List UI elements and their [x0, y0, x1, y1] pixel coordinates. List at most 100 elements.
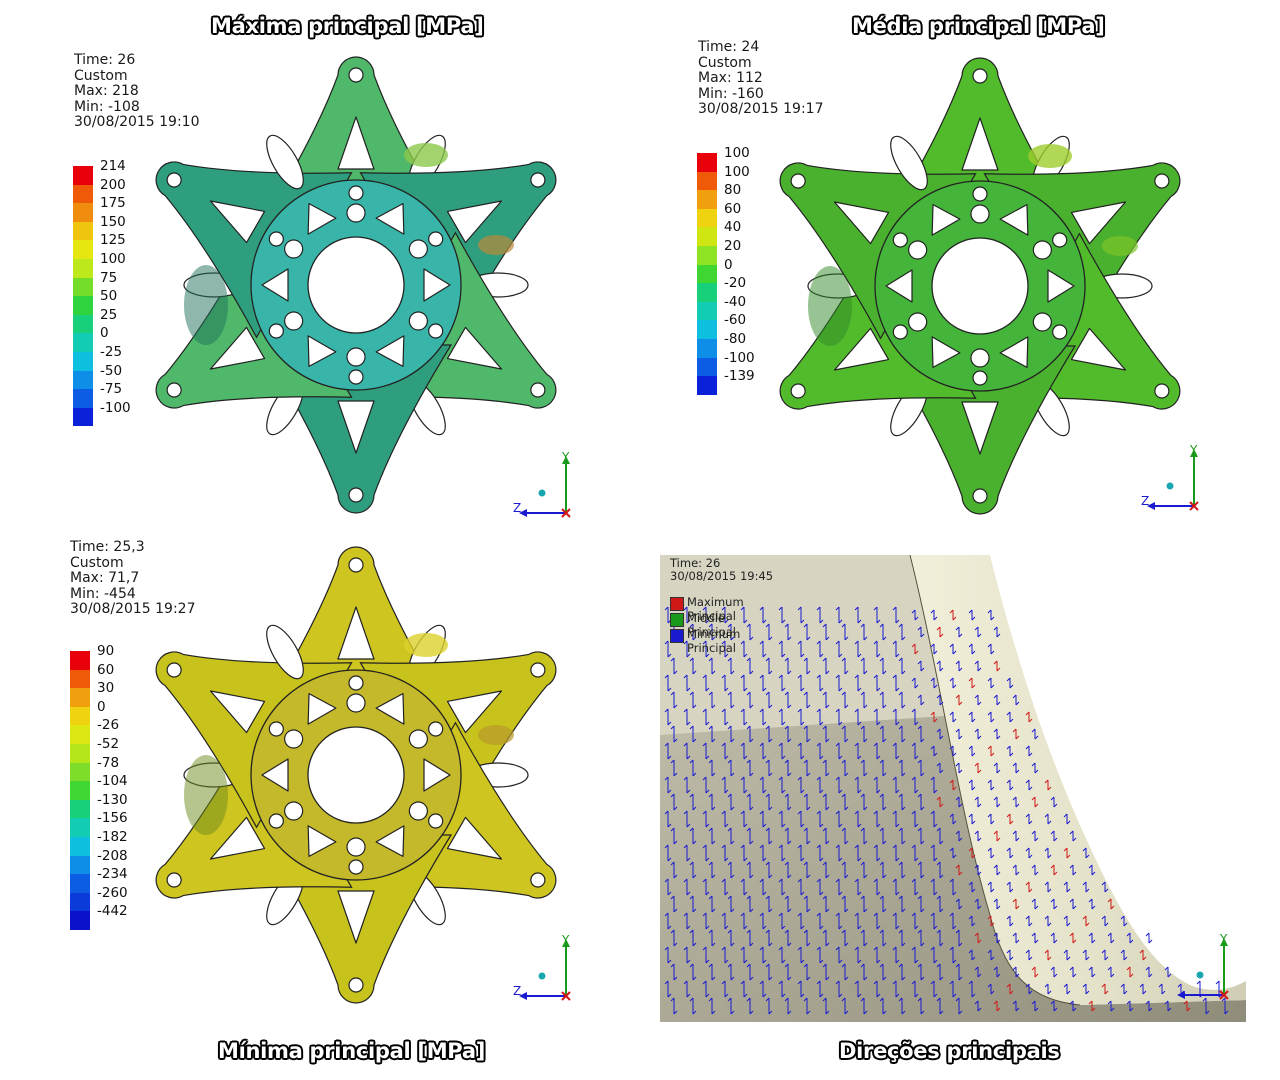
legend-label: -156	[97, 810, 128, 827]
legend-label: -104	[97, 773, 128, 790]
legend-swatch	[70, 781, 90, 800]
axis-y-label: Y	[1190, 443, 1198, 457]
legend-swatch	[697, 245, 717, 265]
info-date: 30/08/2015 19:45	[670, 569, 774, 583]
legend-label: Minimum Principal	[687, 627, 741, 655]
legend-swatch	[73, 166, 93, 185]
legend-swatch	[70, 725, 90, 744]
legend-swatch	[697, 190, 717, 209]
legend-swatch	[73, 277, 93, 297]
legend-swatch	[70, 892, 90, 912]
legend-label: -75	[100, 381, 123, 398]
legend-label: 214	[100, 158, 126, 174]
legend-label: 0	[97, 698, 106, 715]
legend-swatch	[697, 227, 717, 246]
legend-swatch	[73, 296, 93, 315]
info-type: Custom	[70, 554, 124, 571]
info-max: Max: 112	[698, 70, 763, 86]
info-date: 30/08/2015 19:17	[698, 101, 824, 117]
legend-swatch	[697, 301, 717, 321]
legend-swatch	[70, 836, 90, 856]
legend-label: -25	[100, 343, 123, 360]
info-date: 30/08/2015 19:27	[70, 601, 196, 617]
info-min: Min: -108	[74, 98, 140, 115]
legend-label: 0	[724, 256, 733, 273]
legend-swatch	[70, 688, 90, 707]
legend-label: 100	[724, 145, 750, 161]
legend-swatch	[697, 320, 717, 339]
info-max: Max: 71,7	[70, 570, 140, 586]
legend-swatch	[697, 283, 717, 302]
axis-triad: Y	[1172, 932, 1232, 1005]
axis-triad: Y Z	[513, 450, 574, 523]
legend-swatch	[70, 911, 90, 930]
legend-label: -78	[97, 754, 120, 771]
legend-swatch	[73, 370, 93, 390]
legend-label: 80	[724, 182, 742, 199]
legend-label: -80	[724, 330, 747, 347]
info-min: Min: -160	[698, 85, 764, 102]
legend-swatch	[70, 743, 90, 763]
legend-label: 30	[97, 680, 115, 697]
legend-label: -100	[100, 399, 131, 416]
legend-label: -100	[724, 349, 755, 366]
axis-y-label: Y	[562, 933, 570, 947]
legend-label: 20	[724, 237, 742, 254]
legend-label: 0	[100, 325, 109, 342]
legend-swatch	[70, 651, 90, 670]
result-info: Time: 26 Custom Max: 218 Min: -108 30/08…	[74, 52, 200, 131]
legend-swatch	[670, 629, 684, 643]
legend-label: 25	[100, 306, 118, 323]
legend-label: -52	[97, 735, 120, 752]
legend-swatch	[697, 357, 717, 377]
spider-part-max	[155, 56, 557, 514]
legend-swatch	[73, 314, 93, 334]
fillet-face	[910, 555, 1246, 1005]
legend-label: -50	[100, 362, 123, 379]
legend-label: 50	[100, 288, 118, 305]
legend-label: -40	[724, 293, 747, 310]
directions-surface	[660, 555, 1246, 1022]
legend-label: Maximum Principal	[687, 595, 744, 623]
legend-swatch	[73, 203, 93, 222]
fillet-edge	[909, 555, 1081, 1006]
info-min: Min: -454	[70, 585, 136, 602]
legend-label: -260	[97, 884, 128, 901]
legend-swatch	[73, 221, 93, 241]
legend-swatch	[697, 171, 717, 191]
legend-swatch	[70, 855, 90, 875]
title-min-principal: Mínima principal [MPa]	[218, 1039, 485, 1063]
legend-swatch	[70, 706, 90, 726]
axis-triad: Y Z	[513, 933, 574, 1006]
panel-principal-directions: Time: 26 30/08/2015 19:45 Maximum Princi…	[660, 555, 1246, 1022]
axis-triad-icon	[519, 939, 571, 1001]
legend-label: 90	[97, 643, 115, 659]
info-max: Max: 218	[74, 83, 139, 99]
legend-swatch	[697, 153, 717, 172]
legend-swatch	[697, 208, 717, 228]
legend-swatch	[70, 669, 90, 689]
legend-label: -139	[724, 368, 755, 385]
white-region	[990, 555, 1246, 990]
info-type: Custom	[74, 67, 128, 84]
legend-label: 75	[100, 269, 118, 286]
legend-label: -26	[97, 717, 120, 734]
legend-swatch	[670, 597, 684, 611]
info-time: Time: 24	[698, 39, 760, 55]
legend-label: -20	[724, 275, 747, 292]
axis-y-label: Y	[1220, 932, 1228, 946]
result-info: Time: 24 Custom Max: 112 Min: -160 30/08…	[698, 39, 824, 118]
directions-info: Time: 26 30/08/2015 19:45	[670, 557, 773, 583]
legend-swatch	[697, 264, 717, 284]
spider-part-mid	[779, 57, 1181, 515]
info-date: 30/08/2015 19:10	[74, 114, 200, 130]
legend-label: -182	[97, 828, 128, 845]
legend-label: 60	[724, 200, 742, 217]
axis-triad: Y Z	[1141, 443, 1202, 516]
legend-swatch	[73, 240, 93, 259]
axis-triad-icon	[519, 456, 571, 518]
legend-swatch	[70, 762, 90, 782]
legend-swatch	[670, 613, 684, 627]
legend-label: -208	[97, 847, 128, 864]
legend-label: 200	[100, 176, 126, 193]
